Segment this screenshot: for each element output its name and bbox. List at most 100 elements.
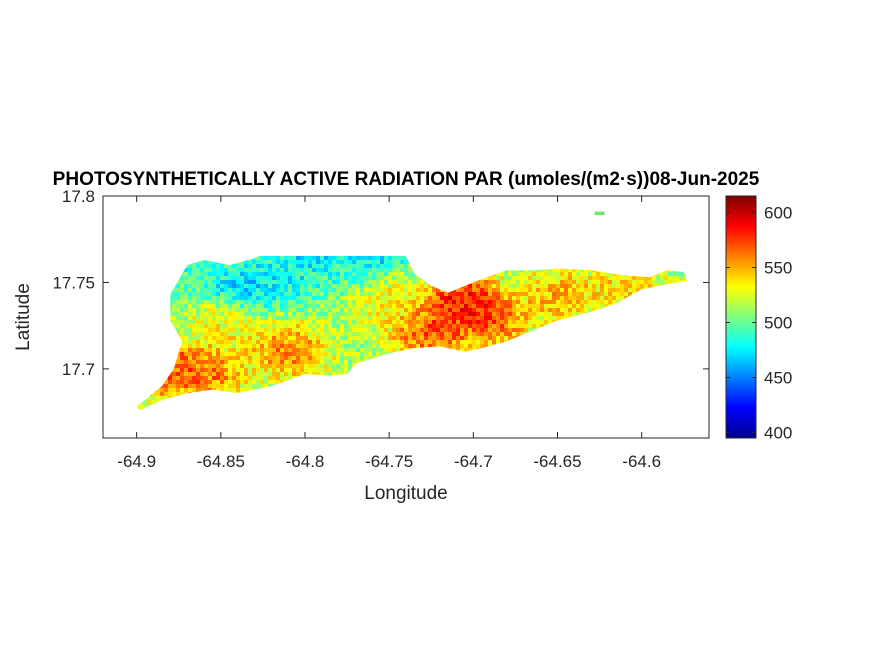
heatmap-cell (176, 296, 181, 301)
heatmap-cell (324, 292, 329, 297)
heatmap-cell (232, 276, 237, 281)
heatmap-cell (308, 292, 313, 297)
heatmap-cell (612, 296, 617, 301)
heatmap-cell (264, 264, 269, 269)
heatmap-cell (196, 268, 201, 273)
heatmap-cell (344, 312, 349, 317)
heatmap-cell (348, 300, 353, 305)
heatmap-cell (608, 288, 613, 293)
heatmap-cell (212, 264, 217, 269)
heatmap-cell (312, 320, 317, 325)
heatmap-cell (600, 284, 605, 289)
heatmap-cell (260, 340, 265, 345)
heatmap-cell (508, 292, 513, 297)
heatmap-cell (184, 300, 189, 305)
heatmap-cell (180, 332, 185, 337)
heatmap-cell (192, 264, 197, 269)
heatmap-cell (632, 276, 637, 281)
heatmap-cell (244, 336, 249, 341)
heatmap-cell (368, 352, 373, 357)
heatmap-cell (336, 292, 341, 297)
heatmap-cell (284, 260, 289, 265)
heatmap-cell (232, 360, 237, 365)
heatmap-cell (496, 292, 501, 297)
heatmap-cell (240, 344, 245, 349)
heatmap-cell (204, 384, 209, 389)
heatmap-cell (336, 296, 341, 301)
heatmap-cell (256, 312, 261, 317)
heatmap-cell (388, 284, 393, 289)
heatmap-cell (268, 256, 273, 261)
heatmap-cell (364, 284, 369, 289)
heatmap-cell (340, 316, 345, 321)
heatmap-cell (456, 292, 461, 297)
heatmap-cell (412, 288, 417, 293)
heatmap-cell (372, 272, 377, 277)
heatmap-cell (280, 332, 285, 337)
heatmap-cell (204, 264, 209, 269)
heatmap-cell (236, 284, 241, 289)
heatmap-cell (384, 300, 389, 305)
heatmap-cell (360, 296, 365, 301)
heatmap-cell (300, 316, 305, 321)
heatmap-cell (508, 336, 513, 341)
heatmap-cell (260, 264, 265, 269)
heatmap-cell (520, 312, 525, 317)
heatmap-cell (524, 308, 529, 313)
heatmap-cell (332, 332, 337, 337)
heatmap-cell (512, 304, 517, 309)
heatmap-cell (568, 296, 573, 301)
heatmap-cell (256, 308, 261, 313)
heatmap-cell (204, 288, 209, 293)
heatmap-cell (272, 372, 277, 377)
heatmap-cell (496, 316, 501, 321)
heatmap-cell (576, 268, 581, 273)
heatmap-cell (280, 288, 285, 293)
heatmap-cell (196, 324, 201, 329)
heatmap-cell (268, 372, 273, 377)
heatmap-cell (488, 328, 493, 333)
heatmap-cell (484, 280, 489, 285)
heatmap-cell (308, 324, 313, 329)
heatmap-cell (472, 332, 477, 337)
heatmap-cell (256, 352, 261, 357)
heatmap-cell (220, 308, 225, 313)
heatmap-cell (184, 348, 189, 353)
heatmap-cell (436, 332, 441, 337)
heatmap-cell (212, 336, 217, 341)
heatmap-cell (296, 276, 301, 281)
heatmap-cell (480, 340, 485, 345)
heatmap-cell (232, 376, 237, 381)
heatmap-cell (412, 320, 417, 325)
heatmap-cell (240, 284, 245, 289)
heatmap-cell (496, 300, 501, 305)
heatmap-cell (268, 288, 273, 293)
heatmap-cell (532, 308, 537, 313)
heatmap-cell (312, 304, 317, 309)
heatmap-cell (348, 284, 353, 289)
heatmap-cell (208, 304, 213, 309)
heatmap-cell (436, 340, 441, 345)
heatmap-cell (624, 292, 629, 297)
heatmap-cell (500, 340, 505, 345)
heatmap-cell (524, 328, 529, 333)
heatmap-cell (544, 320, 549, 325)
heatmap-cell (472, 336, 477, 341)
heatmap-cell (648, 284, 653, 289)
heatmap-cell (276, 364, 281, 369)
heatmap-cell (176, 292, 181, 297)
heatmap-cell (376, 296, 381, 301)
heatmap-cell (324, 268, 329, 273)
heatmap-cell (244, 316, 249, 321)
heatmap-cell (180, 336, 185, 341)
heatmap-cell (348, 364, 353, 369)
heatmap-cell (288, 272, 293, 277)
heatmap-cell (344, 264, 349, 269)
heatmap-cell (244, 376, 249, 381)
heatmap-cell (388, 268, 393, 273)
heatmap-cell (544, 296, 549, 301)
heatmap-cell (328, 308, 333, 313)
heatmap-cell (256, 304, 261, 309)
heatmap-cell (384, 348, 389, 353)
heatmap-cell (200, 372, 205, 377)
